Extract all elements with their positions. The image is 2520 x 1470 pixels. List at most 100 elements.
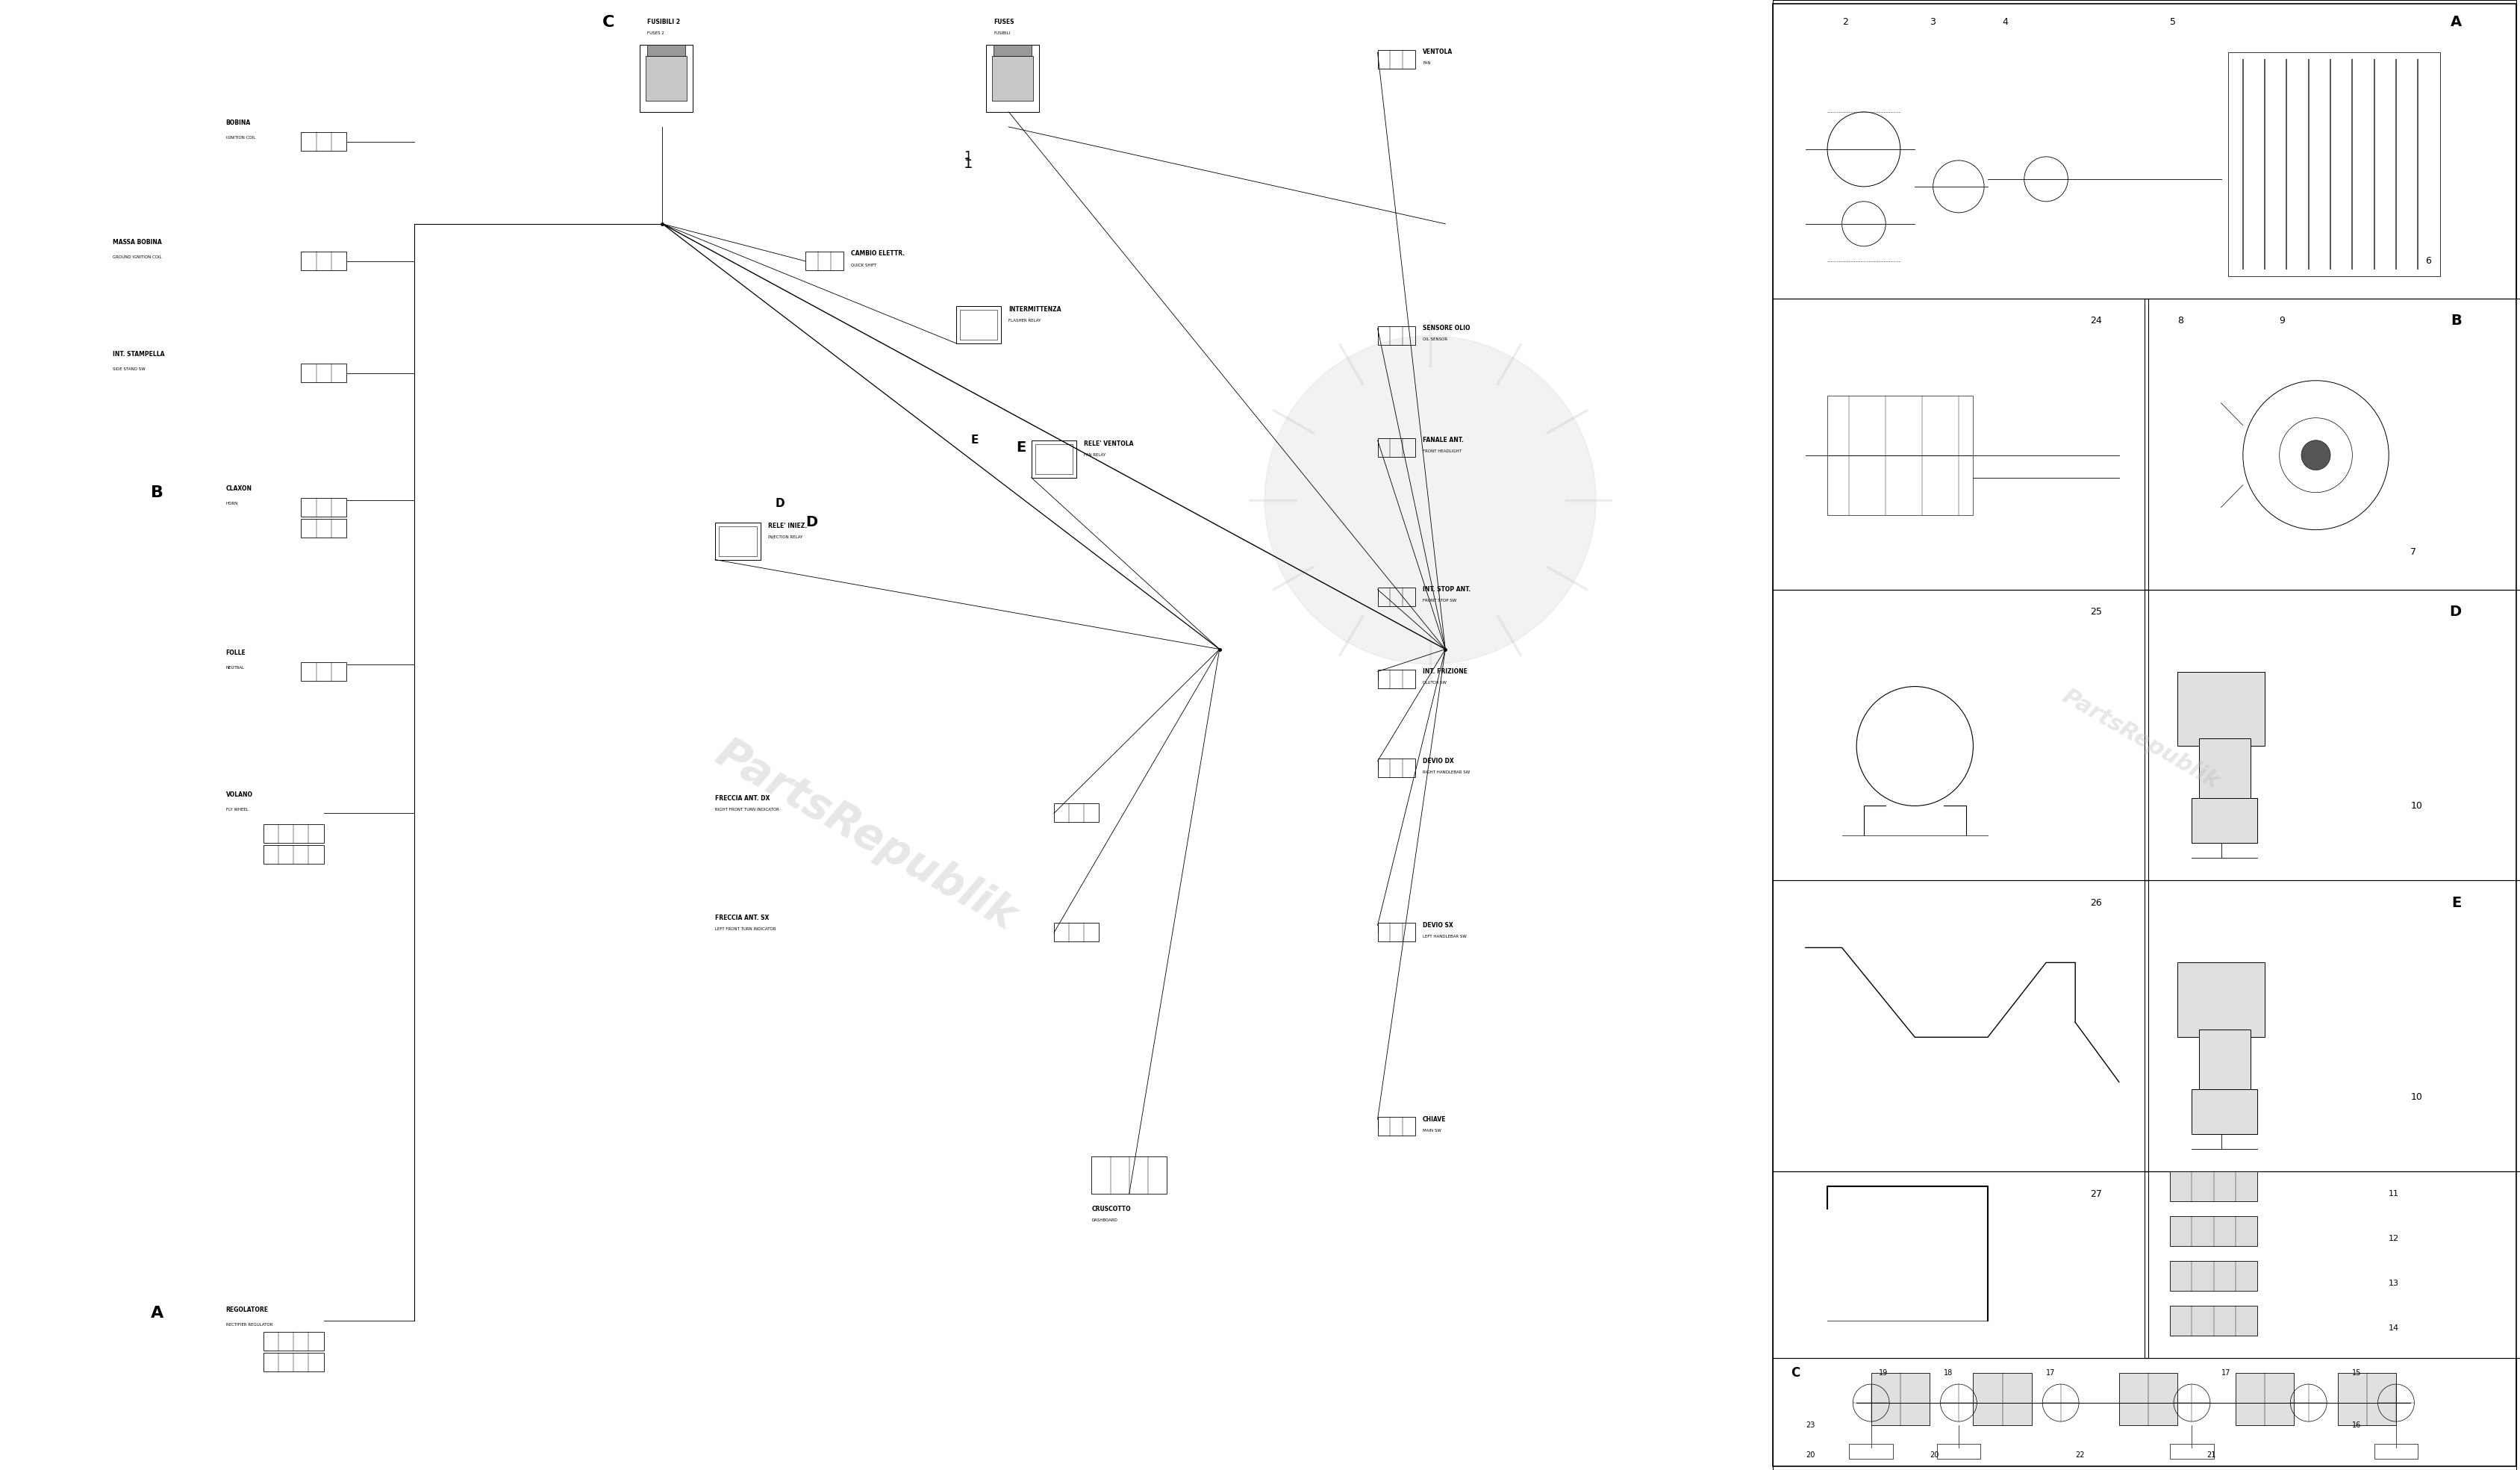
- Bar: [640, 44, 693, 112]
- Text: 17: 17: [2046, 1369, 2056, 1377]
- Text: MASSA BOBINA: MASSA BOBINA: [113, 240, 161, 245]
- Bar: [2235, 1373, 2293, 1426]
- Bar: [300, 363, 345, 382]
- Text: E: E: [970, 435, 978, 445]
- Text: FUSIBILI 2: FUSIBILI 2: [648, 19, 680, 26]
- Bar: [985, 44, 1038, 112]
- Bar: [993, 44, 1031, 56]
- Text: FUSES: FUSES: [993, 19, 1013, 26]
- Bar: [1772, 881, 2147, 1172]
- Text: CLUTCH SW: CLUTCH SW: [1424, 681, 1446, 685]
- Text: 2: 2: [1842, 18, 1847, 28]
- Text: 19: 19: [1877, 1369, 1887, 1377]
- Text: 10: 10: [2412, 1092, 2422, 1101]
- Text: INT. FRIZIONE: INT. FRIZIONE: [1424, 669, 1467, 675]
- Text: 24: 24: [2089, 316, 2102, 326]
- Text: 15: 15: [2351, 1369, 2361, 1377]
- Bar: [1031, 440, 1076, 478]
- Text: BOBINA: BOBINA: [227, 119, 249, 126]
- Text: 1: 1: [963, 150, 973, 163]
- Bar: [1378, 669, 1416, 688]
- Text: FRONT STOP SW: FRONT STOP SW: [1424, 598, 1457, 603]
- Text: QUICK SHIFT: QUICK SHIFT: [852, 263, 877, 266]
- Text: SENSORE OLIO: SENSORE OLIO: [1424, 325, 1469, 332]
- Bar: [1772, 1358, 2517, 1470]
- Text: FUSES 2: FUSES 2: [648, 32, 665, 35]
- Text: NEUTRAL: NEUTRAL: [227, 666, 244, 670]
- Bar: [2145, 1172, 2520, 1358]
- Bar: [2192, 798, 2258, 844]
- Text: 3: 3: [1930, 18, 1935, 28]
- Text: FLY WHEEL: FLY WHEEL: [227, 807, 247, 811]
- Text: D: D: [806, 516, 816, 529]
- Bar: [2228, 53, 2439, 276]
- Bar: [960, 310, 998, 340]
- Text: FRECCIA ANT. DX: FRECCIA ANT. DX: [716, 795, 771, 801]
- Bar: [2339, 1373, 2397, 1426]
- Bar: [648, 44, 685, 56]
- Bar: [645, 56, 685, 101]
- Bar: [1036, 444, 1074, 473]
- Bar: [1378, 438, 1416, 457]
- Text: 1: 1: [963, 157, 973, 171]
- Text: CAMBIO ELETTR.: CAMBIO ELETTR.: [852, 250, 905, 257]
- Text: RECTIFIER REGULATOR: RECTIFIER REGULATOR: [227, 1323, 272, 1326]
- Circle shape: [1265, 335, 1595, 664]
- Bar: [718, 526, 756, 556]
- Text: 20: 20: [1804, 1451, 1814, 1458]
- Text: 12: 12: [2389, 1235, 2399, 1242]
- Text: 10: 10: [2412, 801, 2422, 811]
- Text: 14: 14: [2389, 1324, 2399, 1332]
- Bar: [1053, 804, 1099, 822]
- Bar: [2145, 589, 2520, 881]
- Text: PartsRepublik: PartsRepublik: [2059, 685, 2223, 792]
- Text: DEVIO SX: DEVIO SX: [1424, 922, 1454, 929]
- Text: DEVIO DX: DEVIO DX: [1424, 757, 1454, 764]
- Text: PartsRepublik: PartsRepublik: [708, 732, 1023, 939]
- Bar: [1772, 0, 2517, 298]
- Text: LEFT HANDLEBAR SW: LEFT HANDLEBAR SW: [1424, 935, 1467, 938]
- Text: 11: 11: [2389, 1191, 2399, 1198]
- Bar: [2170, 1172, 2258, 1201]
- Text: INJECTION RELAY: INJECTION RELAY: [769, 535, 801, 539]
- Text: 6: 6: [2424, 256, 2432, 266]
- Bar: [1378, 759, 1416, 778]
- Text: FUSIBILI: FUSIBILI: [993, 32, 1011, 35]
- Bar: [265, 825, 323, 844]
- Text: RELE' INIEZ.: RELE' INIEZ.: [769, 523, 806, 529]
- Text: 16: 16: [2351, 1421, 2361, 1429]
- Bar: [265, 1332, 323, 1351]
- Bar: [1378, 923, 1416, 942]
- Bar: [2177, 963, 2265, 1038]
- Bar: [2170, 1261, 2258, 1291]
- Text: INT. STOP ANT.: INT. STOP ANT.: [1424, 587, 1472, 592]
- Text: IGNITION COIL: IGNITION COIL: [227, 137, 255, 140]
- Text: FOLLE: FOLLE: [227, 650, 247, 656]
- Bar: [2200, 739, 2250, 806]
- Text: E: E: [2452, 895, 2462, 910]
- Text: 8: 8: [2177, 316, 2182, 326]
- Text: MAIN SW: MAIN SW: [1424, 1129, 1441, 1132]
- Bar: [1053, 923, 1099, 942]
- Text: FANALE ANT.: FANALE ANT.: [1424, 437, 1464, 444]
- Bar: [1091, 1157, 1167, 1194]
- Text: 21: 21: [2208, 1451, 2215, 1458]
- Text: B: B: [2449, 313, 2462, 328]
- Bar: [2145, 881, 2520, 1172]
- Bar: [1378, 50, 1416, 69]
- Text: D: D: [2449, 604, 2462, 619]
- Text: DASHBOARD: DASHBOARD: [1091, 1219, 1116, 1222]
- Text: RELE' VENTOLA: RELE' VENTOLA: [1084, 441, 1134, 447]
- Bar: [300, 519, 345, 537]
- Text: VENTOLA: VENTOLA: [1424, 49, 1454, 56]
- Circle shape: [2301, 440, 2331, 470]
- Text: 7: 7: [2412, 547, 2417, 557]
- Text: GROUND IGNITION COIL: GROUND IGNITION COIL: [113, 256, 161, 259]
- Bar: [1827, 395, 1973, 514]
- Text: FAN RELAY: FAN RELAY: [1084, 453, 1106, 457]
- Bar: [300, 498, 345, 516]
- Bar: [2170, 1444, 2213, 1458]
- Bar: [2170, 1216, 2258, 1247]
- Bar: [2145, 298, 2520, 589]
- Text: 22: 22: [2076, 1451, 2084, 1458]
